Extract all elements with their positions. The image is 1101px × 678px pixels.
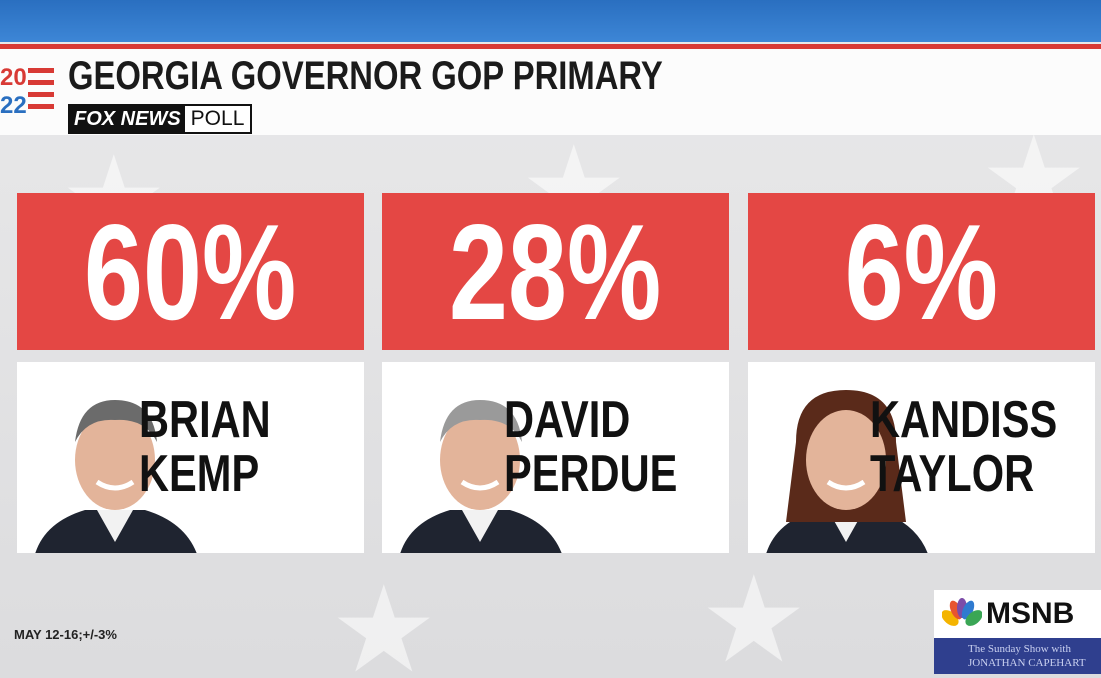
year-top: 20: [0, 64, 27, 91]
source-brand: FOX NEWS: [70, 106, 185, 132]
percent-box: 6%: [748, 193, 1095, 350]
percent: 28%: [449, 195, 662, 348]
year-logo-stripes: [28, 68, 54, 109]
network-bug: MSNB The Sunday Show with JONATHAN CAPEH…: [934, 590, 1101, 674]
candidate-photo: [400, 400, 562, 553]
percent-box: 60%: [17, 193, 364, 350]
title: GEORGIA GOVERNOR GOP PRIMARY: [68, 54, 663, 98]
percent: 6%: [844, 195, 999, 348]
first-name: DAVID: [504, 391, 631, 449]
year-bottom: 22: [0, 92, 27, 119]
percent: 60%: [84, 195, 297, 348]
first-name: KANDISS: [870, 391, 1058, 449]
red-stripe: [0, 44, 1101, 49]
candidate-photo: [766, 390, 928, 553]
last-name: KEMP: [139, 445, 260, 503]
top-bar: [0, 0, 1101, 42]
show-name: The Sunday Show with JONATHAN CAPEHART: [934, 638, 1101, 674]
star: ★: [700, 553, 808, 678]
candidate-photo: [35, 400, 197, 553]
first-name: BRIAN: [139, 391, 271, 449]
last-name: PERDUE: [504, 445, 678, 503]
show-line: JONATHAN CAPEHART: [968, 657, 1086, 669]
candidate-card: DAVID PERDUE: [382, 362, 729, 553]
percent-box: 28%: [382, 193, 729, 350]
source-type: POLL: [184, 106, 251, 132]
candidate-card: BRIAN KEMP: [17, 362, 364, 553]
peacock-logo: [942, 598, 982, 626]
star: ★: [330, 563, 438, 678]
show-line: The Sunday Show with: [968, 643, 1071, 655]
candidate-card: KANDISS TAYLOR: [748, 362, 1095, 553]
last-name: TAYLOR: [870, 445, 1035, 503]
poll-note: MAY 12-16;+/-3%: [14, 627, 117, 642]
source-badge: FOX NEWS POLL: [68, 104, 253, 134]
